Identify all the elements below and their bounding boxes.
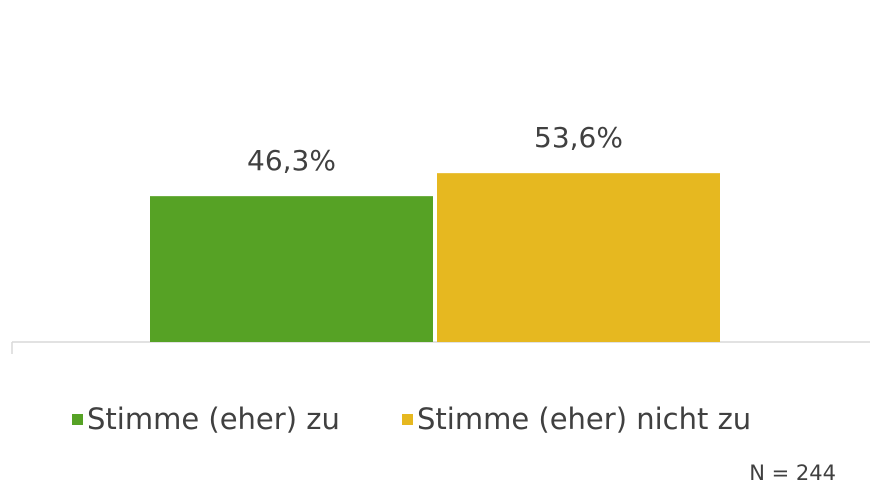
data-label: 53,6%	[534, 121, 623, 154]
legend-swatch	[402, 414, 413, 425]
annotation: N = 244	[749, 461, 836, 485]
legend-swatch	[72, 414, 83, 425]
bar	[150, 196, 433, 342]
legend-label: Stimme (eher) nicht zu	[417, 402, 751, 436]
bar	[437, 173, 720, 342]
legend-label: Stimme (eher) zu	[87, 402, 340, 436]
data-label: 46,3%	[247, 144, 336, 177]
